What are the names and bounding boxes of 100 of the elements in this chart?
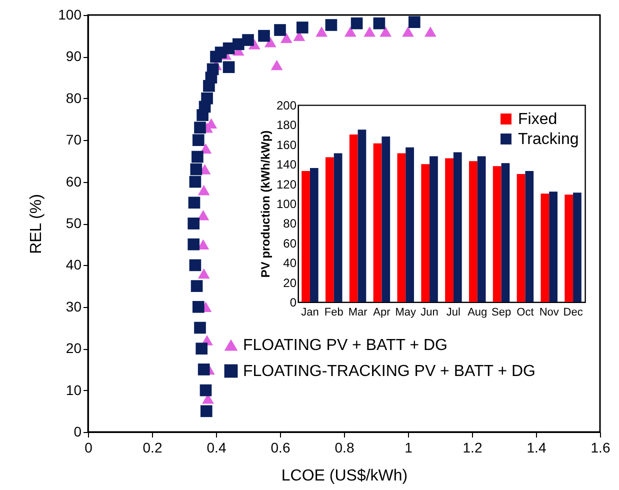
bar (406, 147, 414, 302)
bar (453, 152, 462, 302)
point (198, 185, 210, 196)
bar (382, 136, 390, 302)
x-tick-label: 0.4 (206, 440, 226, 456)
point (197, 210, 210, 220)
x-tick-label: Sep (492, 306, 512, 318)
bar (501, 163, 510, 302)
point (196, 342, 208, 355)
point (188, 196, 200, 209)
bar (397, 153, 406, 302)
bar (492, 166, 502, 302)
point (201, 92, 213, 104)
bar (469, 161, 478, 302)
y-tick-label: 140 (276, 158, 297, 172)
bar (477, 156, 486, 302)
x-tick-label: Aug (468, 306, 488, 318)
y-tick-label: 0 (74, 424, 82, 440)
x-tick-label: 0.6 (270, 440, 290, 456)
bar (430, 156, 438, 302)
legend-label: FLOATING PV + BATT + DG (243, 337, 448, 354)
x-tick-label: Feb (324, 306, 344, 318)
point (189, 176, 202, 188)
x-axis-title: LCOE (US$/kWh) (281, 468, 408, 484)
x-tick-label: Dec (563, 306, 584, 318)
x-tick-label: 1.2 (462, 440, 482, 456)
x-tick-label: Apr (373, 306, 391, 318)
y-tick-label: 20 (283, 276, 297, 290)
point (258, 30, 270, 42)
x-tick-label: Nov (539, 306, 560, 318)
y-tick-label: 80 (283, 216, 297, 231)
y-tick-label: 100 (58, 6, 82, 22)
bar (349, 134, 358, 302)
point (190, 163, 202, 176)
x-tick-label: Jul (446, 306, 460, 318)
point (188, 238, 200, 250)
y-tick-label: 80 (66, 90, 82, 106)
point (424, 26, 436, 37)
y-tick-label: 20 (66, 340, 82, 356)
x-tick-label: 1 (404, 440, 413, 456)
y-tick-label: 120 (276, 177, 297, 192)
point (274, 24, 286, 36)
point (192, 300, 204, 313)
point (194, 322, 206, 334)
y-tick-label: 40 (283, 256, 297, 270)
y-axis-title: PV production (kWh/kWp) (258, 130, 272, 278)
y-tick-label: 40 (66, 256, 82, 273)
bar (573, 192, 582, 302)
x-tick-label: 1.6 (590, 440, 610, 456)
y-tick-label: 90 (66, 48, 82, 64)
y-tick-label: 10 (66, 382, 82, 398)
legend-label: Tracking (518, 131, 579, 148)
bar (358, 130, 366, 302)
x-tick-label: Oct (516, 306, 534, 318)
point (316, 26, 328, 37)
bar (326, 157, 334, 302)
point (402, 26, 414, 37)
point (190, 280, 203, 292)
bar (564, 194, 574, 302)
point (270, 60, 283, 70)
bar (302, 170, 310, 302)
legend-label: FLOATING-TRACKING PV + BATT + DG (243, 363, 536, 380)
y-tick-label: 30 (66, 298, 82, 314)
point (296, 22, 308, 34)
bar (310, 168, 318, 302)
point (200, 405, 212, 418)
point (380, 26, 392, 37)
x-tick-label: Jun (420, 306, 438, 318)
point (194, 122, 206, 134)
point (198, 364, 210, 376)
bar (525, 170, 534, 302)
x-tick-label: 0.8 (334, 440, 354, 456)
point (206, 63, 219, 76)
point (192, 134, 204, 146)
point (344, 26, 356, 37)
y-tick-label: 0 (290, 296, 297, 310)
point (188, 218, 200, 230)
x-tick-label: Jan (301, 306, 319, 318)
point (198, 268, 210, 279)
x-tick-label: 0.2 (142, 440, 162, 456)
point (189, 259, 202, 272)
bar (373, 143, 382, 302)
y-tick-label: 100 (276, 197, 297, 211)
point (192, 150, 204, 163)
bar (445, 158, 454, 302)
bar (421, 164, 430, 302)
y-tick-label: 200 (276, 98, 297, 112)
point (200, 384, 212, 396)
bar (540, 194, 550, 302)
bar (516, 174, 526, 302)
y-tick-label: 60 (66, 173, 82, 190)
bar (549, 192, 558, 302)
point (242, 34, 254, 46)
bar (334, 153, 342, 302)
y-tick-label: 160 (276, 138, 297, 152)
legend-label: Fixed (518, 111, 558, 128)
point (373, 17, 386, 30)
point (280, 32, 292, 44)
point (325, 19, 338, 31)
y-tick-label: 180 (276, 118, 297, 132)
